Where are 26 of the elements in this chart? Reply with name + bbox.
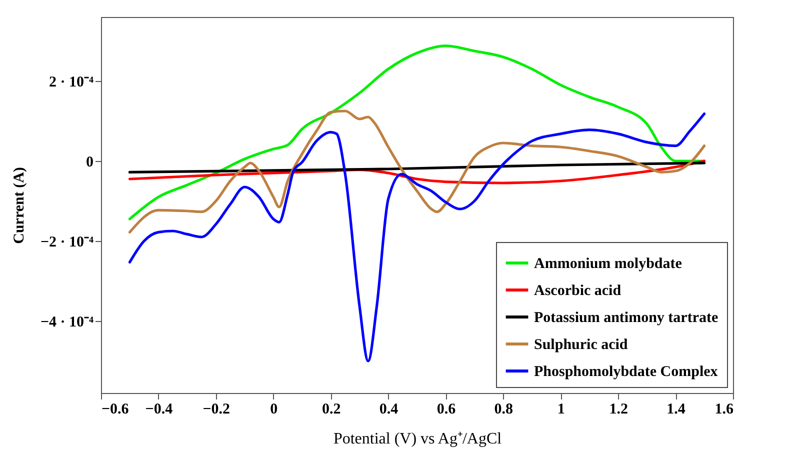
line-series [128, 44, 706, 220]
legend-label: Potassium antimony tartrate [534, 310, 718, 326]
line-series [128, 162, 706, 174]
legend-label: Ammonium molybdate [534, 256, 682, 272]
y-axis-title: Current (A) [11, 167, 28, 244]
x-tick-label: 0.8 [494, 402, 514, 418]
legend-label: Sulphuric acid [534, 337, 628, 353]
x-tick-label: −0.6 [102, 402, 130, 418]
x-tick-label: 1 [557, 402, 565, 418]
x-tick-label: −0.4 [145, 402, 174, 418]
line-series [128, 110, 706, 234]
x-tick-label: −0.2 [202, 402, 230, 418]
y-tick-label: −2 · 10⁻⁴ [40, 234, 94, 250]
x-tick-label: 0.4 [379, 402, 399, 418]
y-tick-label: −4 · 10⁻⁴ [40, 314, 94, 330]
x-tick-label: 0.6 [436, 402, 456, 418]
x-tick-label: 1.6 [714, 402, 734, 418]
x-axis-title: Potential (V) vs Ag⁺/AgCl [333, 430, 502, 448]
x-tick-label: 1.4 [666, 402, 686, 418]
legend-label: Phosphomolybdate Complex [534, 364, 718, 380]
legend-label: Ascorbic acid [534, 283, 622, 299]
y-tick-label: 0 [86, 154, 94, 170]
x-tick-label: 0 [270, 402, 278, 418]
y-tick-label: 2 · 10⁻⁴ [49, 74, 94, 90]
x-tick-label: 0.2 [322, 402, 341, 418]
x-tick-label: 1.2 [609, 402, 628, 418]
